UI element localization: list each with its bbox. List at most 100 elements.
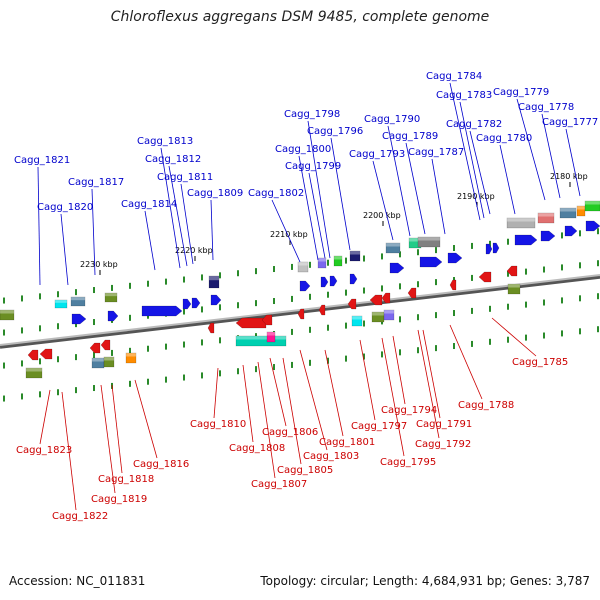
cog-block-highlight — [55, 300, 67, 303]
reverse-gene-label: Cagg_1795 — [380, 457, 436, 468]
forward-gene — [492, 242, 500, 254]
reverse-gene — [369, 294, 383, 306]
cog-block-highlight — [372, 312, 384, 316]
forward-leader-line — [144, 210, 156, 271]
forward-gene — [540, 230, 556, 242]
forward-gene-label: Cagg_1790 — [364, 114, 420, 125]
cog-block — [351, 315, 363, 327]
reverse-gene-label: Cagg_1788 — [458, 400, 514, 411]
cog-block — [297, 261, 309, 273]
forward-gene-label: Cagg_1799 — [285, 161, 341, 172]
forward-gene-label: Cagg_1796 — [307, 126, 363, 137]
reverse-gene — [207, 322, 215, 334]
cog-block — [584, 200, 600, 212]
reverse-gene — [407, 287, 417, 299]
cog-block — [208, 275, 220, 289]
cog-block — [349, 250, 361, 262]
reverse-leader-line — [417, 329, 440, 439]
forward-leader-line — [499, 144, 516, 215]
forward-leader-line — [372, 160, 394, 241]
forward-leader-line — [271, 199, 301, 263]
forward-gene-label: Cagg_1802 — [248, 188, 304, 199]
reverse-gene-label: Cagg_1823 — [16, 445, 72, 456]
reverse-leader-line — [359, 339, 376, 421]
reverse-gene — [381, 292, 391, 304]
forward-leader-line — [449, 82, 481, 221]
reverse-leader-line — [242, 364, 254, 443]
forward-gene-label: Cagg_1800 — [275, 144, 331, 155]
forward-gene-label: Cagg_1809 — [187, 188, 243, 199]
cog-block-highlight — [507, 218, 535, 222]
forward-gene-label: Cagg_1811 — [157, 172, 213, 183]
forward-gene — [191, 297, 201, 309]
forward-gene — [141, 305, 183, 317]
forward-gene-label: Cagg_1783 — [436, 90, 492, 101]
forward-gene-label: Cagg_1798 — [284, 109, 340, 120]
forward-gene — [182, 298, 192, 310]
cog-block-highlight — [267, 332, 275, 336]
reverse-gene-label: Cagg_1822 — [52, 511, 108, 522]
forward-gene-label: Cagg_1779 — [493, 87, 549, 98]
forward-gene — [299, 280, 311, 292]
reverse-gene — [27, 349, 39, 361]
cog-block — [537, 212, 555, 224]
reverse-leader-line — [257, 361, 276, 479]
forward-leader-line — [405, 142, 426, 235]
reverse-gene-label: Cagg_1794 — [381, 405, 437, 416]
reverse-gene — [297, 308, 305, 320]
cog-block-highlight — [352, 316, 362, 320]
cog-block — [506, 217, 536, 229]
cog-block — [507, 283, 521, 295]
forward-leader-line — [541, 113, 561, 199]
reverse-leader-line — [111, 384, 123, 474]
forward-gene-label: Cagg_1789 — [382, 131, 438, 142]
reverse-leader-line — [381, 337, 405, 457]
reverse-gene-label: Cagg_1792 — [415, 439, 471, 450]
cog-block — [54, 299, 68, 309]
reverse-leader-line — [422, 329, 441, 419]
forward-leader-line — [459, 101, 485, 219]
reverse-gene — [347, 298, 357, 310]
forward-gene — [329, 275, 338, 287]
topology-text: Topology: circular; Length: 4,684,931 bp… — [260, 574, 590, 588]
reverse-gene — [39, 348, 53, 360]
forward-leader-line — [168, 165, 188, 267]
forward-leader-line — [516, 98, 546, 201]
ruler-label: 2230 kbp — [80, 260, 118, 269]
forward-leader-line — [307, 120, 331, 259]
forward-gene — [485, 243, 493, 255]
forward-gene — [320, 276, 329, 288]
reverse-leader-line — [134, 379, 158, 459]
forward-leader-line — [330, 137, 351, 251]
reverse-gene-label: Cagg_1791 — [416, 419, 472, 430]
cog-block-highlight — [386, 243, 400, 247]
cog-block — [333, 255, 343, 267]
forward-gene-label: Cagg_1817 — [68, 177, 124, 188]
forward-leader-line — [160, 147, 181, 269]
ruler-label: 2200 kbp — [363, 211, 401, 220]
cog-block — [104, 292, 118, 303]
ruler-label: 2190 kbp — [457, 192, 495, 201]
forward-leader-line — [431, 158, 446, 235]
reverse-leader-line — [39, 389, 51, 445]
reverse-gene-label: Cagg_1785 — [512, 357, 568, 368]
forward-gene — [107, 310, 119, 322]
cog-block-highlight — [418, 237, 440, 241]
reverse-leader-line — [491, 317, 537, 357]
ruler-label: 2180 kbp — [550, 172, 588, 181]
reverse-gene-label: Cagg_1806 — [262, 427, 318, 438]
forward-gene-label: Cagg_1784 — [426, 71, 482, 82]
forward-gene-label: Cagg_1780 — [476, 133, 532, 144]
reverse-gene — [235, 317, 267, 329]
cog-block — [317, 257, 327, 269]
reverse-leader-line — [61, 391, 77, 511]
cog-block — [383, 309, 395, 321]
genome-title: Chloroflexus aggregans DSM 9485, complet… — [110, 9, 490, 25]
forward-leader-line — [210, 199, 214, 261]
forward-gene — [447, 252, 463, 264]
cog-block — [417, 236, 441, 248]
forward-gene — [210, 294, 222, 306]
cog-block — [385, 242, 401, 254]
forward-leader-line — [60, 213, 69, 286]
cog-block-highlight — [71, 297, 85, 301]
